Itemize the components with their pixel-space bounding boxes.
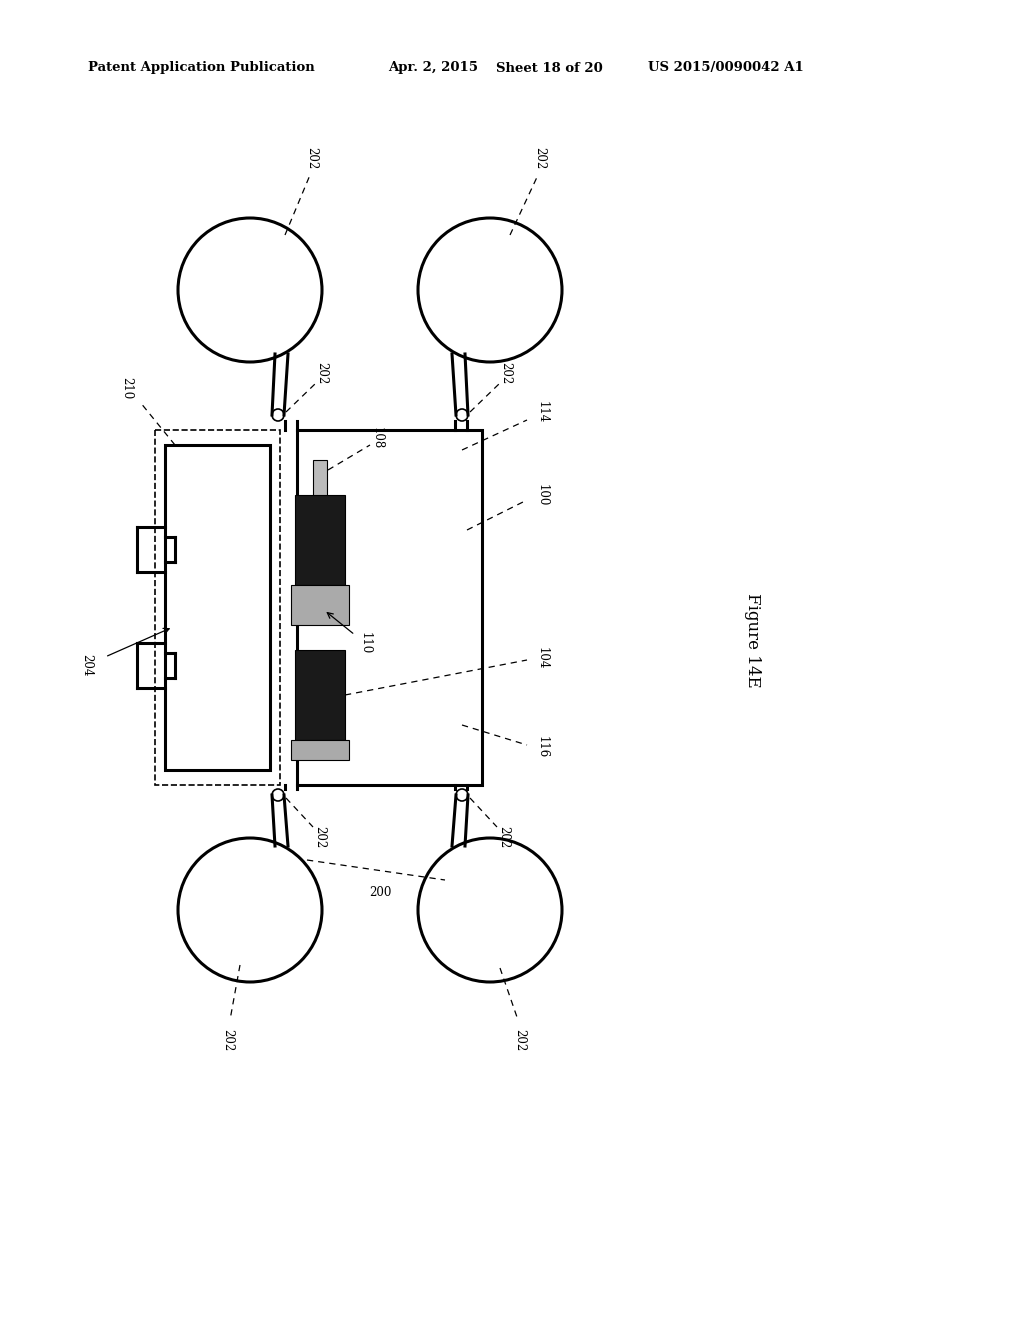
Text: 108: 108 — [371, 426, 384, 449]
Text: Patent Application Publication: Patent Application Publication — [88, 62, 314, 74]
Text: Figure 14E: Figure 14E — [743, 593, 761, 688]
Text: Apr. 2, 2015: Apr. 2, 2015 — [388, 62, 478, 74]
Text: 204: 204 — [81, 653, 93, 676]
Text: 110: 110 — [358, 632, 372, 655]
Text: 202: 202 — [221, 1028, 234, 1051]
Bar — [155, 430, 280, 785]
Text: 202: 202 — [534, 147, 547, 169]
Bar — [295, 649, 345, 741]
Bar — [295, 495, 345, 585]
Text: 202: 202 — [500, 362, 512, 384]
Bar — [297, 430, 482, 785]
Text: 116: 116 — [536, 735, 549, 758]
Bar — [291, 585, 349, 624]
Text: 200: 200 — [369, 886, 391, 899]
Text: US 2015/0090042 A1: US 2015/0090042 A1 — [648, 62, 804, 74]
Text: 202: 202 — [498, 826, 511, 849]
Text: 210: 210 — [121, 378, 133, 399]
Text: 100: 100 — [536, 484, 549, 506]
Bar — [313, 459, 327, 498]
Text: Sheet 18 of 20: Sheet 18 of 20 — [496, 62, 603, 74]
Text: 202: 202 — [315, 362, 329, 384]
Text: 202: 202 — [513, 1028, 526, 1051]
Text: 104: 104 — [536, 647, 549, 669]
Bar — [291, 741, 349, 760]
Text: 114: 114 — [536, 401, 549, 424]
Text: 202: 202 — [313, 826, 327, 849]
Bar — [165, 445, 270, 770]
Text: 202: 202 — [305, 147, 318, 169]
